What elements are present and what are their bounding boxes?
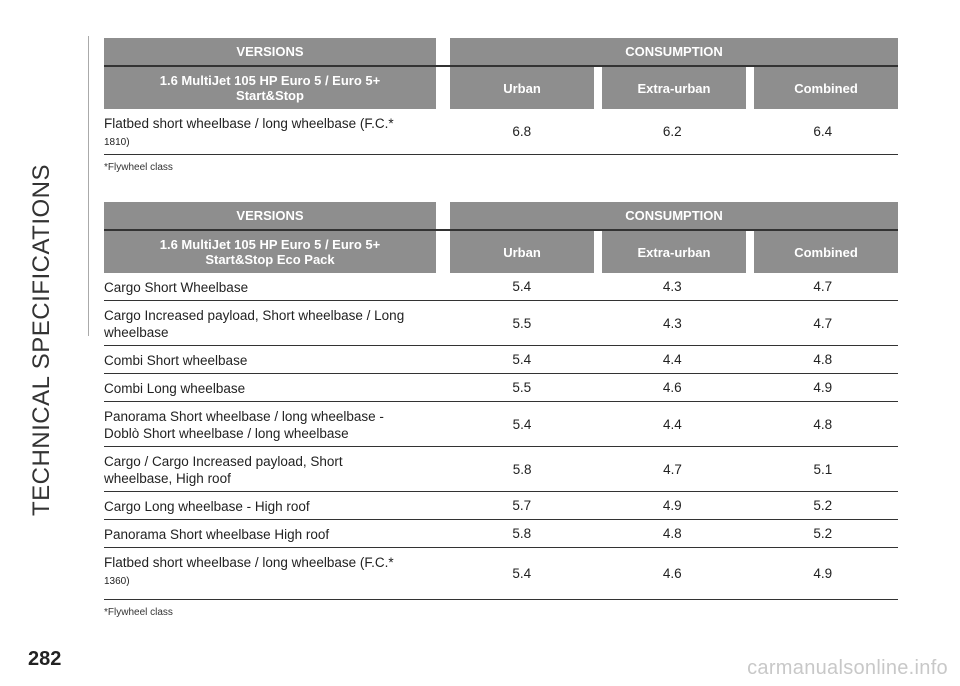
page-number: 282 [28, 648, 62, 670]
urban-value: 5.4 [512, 416, 532, 432]
row-label: Flatbed short wheelbase / long wheelbase… [104, 116, 394, 131]
urban-header: Urban [450, 67, 594, 109]
table-row: Flatbed short wheelbase / long wheelbase… [104, 109, 898, 155]
combined-value: 4.9 [813, 380, 833, 395]
extra-urban-value: 4.8 [662, 526, 682, 541]
urban-value: 5.8 [512, 526, 532, 541]
table-row: Combi Long wheelbase 5.5 4.6 4.9 [104, 374, 898, 402]
urban-value: 5.8 [512, 461, 532, 477]
combined-value: 5.1 [813, 461, 833, 477]
watermark: carmanualsonline.info [747, 657, 948, 679]
row-label: Flatbed short wheelbase / long wheelbase… [104, 555, 394, 570]
urban-value: 5.4 [512, 279, 532, 294]
row-label: Cargo Long wheelbase - High roof [104, 499, 310, 514]
urban-header: Urban [450, 231, 594, 273]
row-label: Panorama Short wheelbase / long wheelbas… [104, 409, 384, 441]
footnote: *Flywheel class [104, 607, 173, 618]
extra-urban-value: 4.4 [662, 352, 682, 367]
engine-header: 1.6 MultiJet 105 HP Euro 5 / Euro 5+ Sta… [104, 67, 436, 109]
combined-value: 4.9 [813, 566, 833, 581]
extra-urban-value: 4.9 [662, 498, 682, 513]
footnote: *Flywheel class [104, 162, 173, 173]
combined-header: Combined [754, 67, 898, 109]
row-label: Combi Short wheelbase [104, 353, 248, 368]
urban-value: 5.5 [512, 315, 532, 331]
row-label: Panorama Short wheelbase High roof [104, 527, 330, 542]
combined-value: 5.2 [813, 498, 833, 513]
row-label: Cargo / Cargo Increased payload, Short w… [104, 454, 343, 486]
table-row: Cargo Increased payload, Short wheelbase… [104, 301, 898, 346]
consumption-table-1: VERSIONS CONSUMPTION 1.6 MultiJet 105 HP… [104, 38, 898, 173]
table-row: Cargo / Cargo Increased payload, Short w… [104, 447, 898, 492]
urban-value: 5.4 [512, 352, 532, 367]
urban-value: 5.7 [512, 498, 532, 513]
urban-value: 6.8 [512, 124, 532, 139]
row-label-small: 1360) [104, 576, 130, 587]
row-label: Combi Long wheelbase [104, 381, 246, 396]
row-label-small: 1810) [104, 137, 130, 148]
urban-value: 5.4 [512, 566, 532, 581]
combined-value: 4.8 [813, 352, 833, 367]
table-row: Cargo Long wheelbase - High roof 5.7 4.9… [104, 492, 898, 520]
combined-value: 4.8 [813, 416, 833, 432]
table-row: Cargo Short Wheelbase 5.4 4.3 4.7 [104, 273, 898, 301]
combined-value: 6.4 [813, 124, 833, 139]
extra-urban-value: 6.2 [662, 124, 682, 139]
combined-value: 4.7 [813, 315, 833, 331]
extra-urban-value: 4.6 [662, 566, 682, 581]
combined-value: 4.7 [813, 279, 833, 294]
table-row: Panorama Short wheelbase High roof 5.8 4… [104, 520, 898, 548]
table-1-subheader-row: 1.6 MultiJet 105 HP Euro 5 / Euro 5+ Sta… [104, 65, 898, 109]
urban-value: 5.5 [512, 380, 532, 395]
table-2-header-row: VERSIONS CONSUMPTION [104, 202, 898, 229]
extra-urban-value: 4.3 [662, 315, 682, 331]
extra-urban-header: Extra-urban [602, 67, 746, 109]
versions-header: VERSIONS [104, 202, 436, 229]
versions-header: VERSIONS [104, 38, 436, 65]
row-label: Cargo Short Wheelbase [104, 280, 249, 295]
engine-header: 1.6 MultiJet 105 HP Euro 5 / Euro 5+ Sta… [104, 231, 436, 273]
table-row: Combi Short wheelbase 5.4 4.4 4.8 [104, 346, 898, 374]
combined-header: Combined [754, 231, 898, 273]
extra-urban-value: 4.7 [663, 461, 682, 477]
side-title-text: TECHNICAL SPECIFICATIONS [28, 163, 55, 517]
extra-urban-value: 4.6 [662, 380, 682, 395]
extra-urban-value: 4.3 [662, 279, 682, 294]
table-2-subheader-row: 1.6 MultiJet 105 HP Euro 5 / Euro 5+ Sta… [104, 229, 898, 273]
table-row: Flatbed short wheelbase / long wheelbase… [104, 548, 898, 600]
consumption-header: CONSUMPTION [450, 38, 898, 65]
side-divider [88, 36, 89, 336]
table-row: Panorama Short wheelbase / long wheelbas… [104, 402, 898, 447]
consumption-header: CONSUMPTION [450, 202, 898, 229]
combined-value: 5.2 [813, 526, 833, 541]
extra-urban-value: 4.4 [663, 416, 682, 432]
table-1-header-row: VERSIONS CONSUMPTION [104, 38, 898, 65]
extra-urban-header: Extra-urban [602, 231, 746, 273]
row-label: Cargo Increased payload, Short wheelbase… [104, 308, 405, 340]
consumption-table-2: VERSIONS CONSUMPTION 1.6 MultiJet 105 HP… [104, 202, 898, 618]
